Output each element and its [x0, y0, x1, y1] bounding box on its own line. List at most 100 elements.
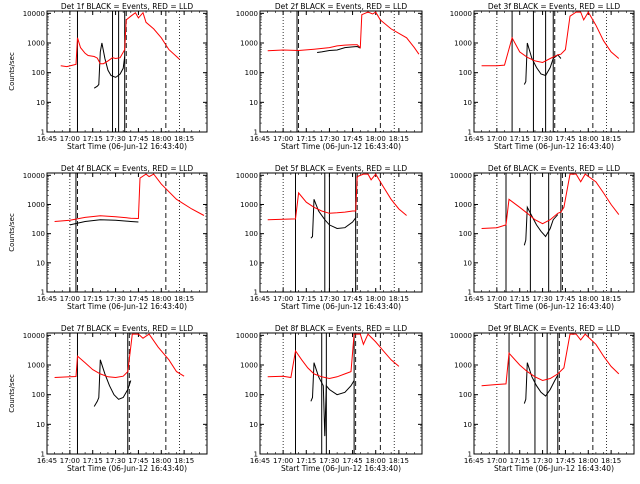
x-tick-label: 17:30: [105, 135, 125, 143]
x-tick-label: 17:45: [128, 457, 148, 465]
x-tick-label: 17:15: [83, 135, 103, 143]
events-series: [523, 42, 562, 85]
lld-series: [481, 333, 620, 387]
x-tick-label: 18:15: [174, 457, 194, 465]
x-tick-label: 17:00: [60, 457, 80, 465]
y-tick-label: 1: [41, 451, 45, 459]
y-tick-label: 1000: [454, 40, 472, 48]
y-tick-label: 1000: [27, 40, 45, 48]
x-tick-label: 18:15: [389, 457, 409, 465]
x-tick-label: 18:00: [151, 135, 171, 143]
x-tick-label: 17:45: [128, 135, 148, 143]
x-axis-label: Start Time (06-Jun-12 16:43:40): [281, 464, 401, 473]
x-tick-label: 17:00: [273, 457, 293, 465]
y-tick-label: 100: [459, 69, 472, 77]
x-tick-label: 17:15: [296, 135, 316, 143]
y-tick-label: 10: [36, 99, 45, 107]
y-tick-label: 1: [468, 289, 472, 297]
y-tick-label: 1: [254, 129, 258, 137]
panel-2: 16:45 17:00 17:15 17:30 17:45 18:00 18:15 1 10 10…: [236, 2, 423, 151]
x-axis-label: Start Time (06-Jun-12 16:43:40): [494, 142, 614, 151]
y-tick-label: 10: [249, 99, 258, 107]
y-tick-label: 10000: [450, 172, 472, 180]
panel-title: Det 8f BLACK = Events, RED = LLD: [275, 324, 408, 333]
panel-title: Det 4f BLACK = Events, RED = LLD: [61, 164, 194, 173]
panel-8: 16:45 17:00 17:15 17:30 17:45 18:00 18:15 1 10 10…: [236, 324, 423, 473]
events-series: [310, 362, 355, 437]
panel-4: 16:45 17:00 17:15 17:30 17:45 18:00 18:15 1 10 10…: [8, 164, 208, 311]
x-axis-label: Start Time (06-Jun-12 16:43:40): [281, 302, 401, 311]
y-tick-label: 1000: [27, 362, 45, 370]
y-tick-label: 100: [32, 391, 45, 399]
y-tick-label: 1000: [240, 201, 258, 209]
panel-7: 16:45 17:00 17:15 17:30 17:45 18:00 18:15 1 10 10…: [8, 324, 208, 473]
x-tick-label: 18:15: [601, 295, 621, 303]
x-tick-label: 16:45: [250, 295, 270, 303]
x-tick-label: 16:45: [250, 457, 270, 465]
x-tick-label: 18:00: [366, 295, 386, 303]
x-tick-label: 17:15: [83, 457, 103, 465]
plot-frame: [473, 172, 635, 293]
panel-title: Det 2f BLACK = Events, RED = LLD: [275, 2, 408, 11]
x-tick-label: 17:15: [83, 295, 103, 303]
x-tick-label: 17:00: [60, 135, 80, 143]
x-tick-label: 17:00: [487, 295, 507, 303]
lld-series: [267, 173, 407, 221]
x-tick-label: 17:30: [105, 457, 125, 465]
x-tick-label: 16:45: [37, 457, 57, 465]
events-series: [93, 42, 126, 89]
x-tick-label: 18:00: [578, 457, 598, 465]
x-tick-label: 18:00: [366, 135, 386, 143]
x-tick-label: 17:30: [105, 295, 125, 303]
y-tick-label: 1: [468, 129, 472, 137]
y-tick-label: 1000: [27, 201, 45, 209]
lld-series: [54, 173, 205, 222]
x-tick-label: 18:15: [601, 135, 621, 143]
y-tick-label: 10000: [23, 332, 45, 340]
x-tick-label: 17:45: [342, 295, 362, 303]
x-tick-label: 18:15: [174, 295, 194, 303]
x-tick-label: 17:00: [273, 135, 293, 143]
y-tick-label: 100: [245, 391, 258, 399]
plot-frame: [46, 172, 208, 293]
x-axis-label: Start Time (06-Jun-12 16:43:40): [67, 142, 187, 151]
y-tick-label: 100: [459, 391, 472, 399]
panel-9: 16:45 17:00 17:15 17:30 17:45 18:00 18:15 1 10 10…: [450, 324, 635, 473]
y-tick-label: 10: [463, 259, 472, 267]
y-tick-label: 100: [245, 69, 258, 77]
x-tick-label: 17:15: [296, 457, 316, 465]
y-tick-label: 10000: [236, 172, 258, 180]
plot-frame: [473, 10, 635, 133]
y-axis-label: Counts/sec: [8, 213, 16, 252]
x-tick-label: 17:00: [487, 457, 507, 465]
x-tick-label: 16:45: [464, 457, 484, 465]
lld-series: [481, 11, 620, 67]
events-series: [523, 362, 559, 404]
x-tick-label: 17:00: [273, 295, 293, 303]
y-tick-label: 10: [36, 421, 45, 429]
y-tick-label: 100: [459, 230, 472, 238]
y-tick-label: 10000: [450, 332, 472, 340]
panel-title: Det 7f BLACK = Events, RED = LLD: [61, 324, 194, 333]
panel-5: 16:45 17:00 17:15 17:30 17:45 18:00 18:15 1 10 10…: [236, 164, 423, 311]
panel-title: Det 9f BLACK = Events, RED = LLD: [488, 324, 621, 333]
x-tick-label: 16:45: [464, 295, 484, 303]
lld-series: [60, 11, 180, 68]
events-series: [69, 219, 139, 226]
x-tick-label: 18:15: [601, 457, 621, 465]
x-tick-label: 17:15: [510, 295, 530, 303]
x-tick-label: 17:45: [342, 457, 362, 465]
x-tick-label: 17:45: [342, 135, 362, 143]
x-tick-label: 18:00: [366, 457, 386, 465]
x-tick-label: 17:30: [532, 135, 552, 143]
x-tick-label: 16:45: [37, 295, 57, 303]
x-tick-label: 16:45: [464, 135, 484, 143]
panel-title: Det 6f BLACK = Events, RED = LLD: [488, 164, 621, 173]
y-tick-label: 1: [254, 451, 258, 459]
y-tick-label: 1000: [454, 201, 472, 209]
y-axis-label: Counts/sec: [8, 374, 16, 413]
x-tick-label: 17:15: [510, 457, 530, 465]
lld-series: [267, 11, 420, 55]
events-series: [310, 199, 357, 239]
